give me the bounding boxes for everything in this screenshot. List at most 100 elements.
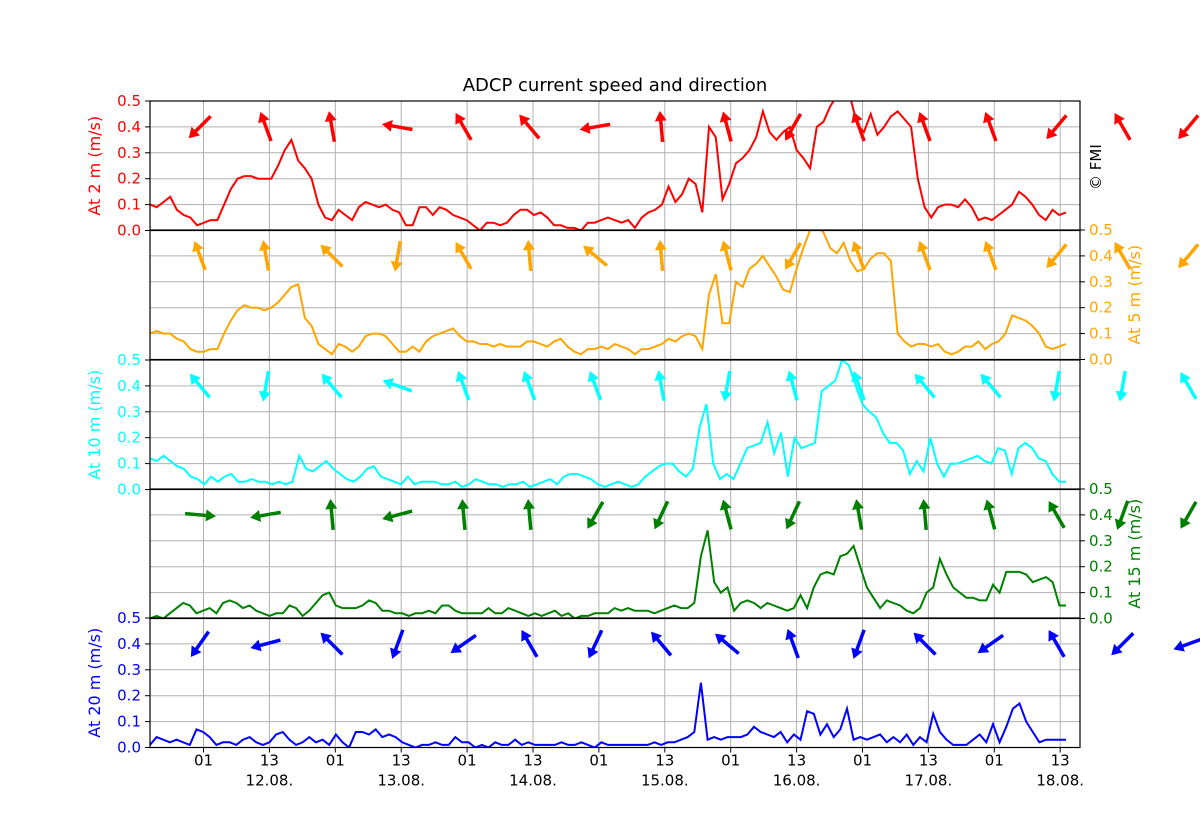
y-tick-label: 0.1 xyxy=(117,196,141,214)
direction-arrow xyxy=(1048,630,1066,658)
direction-arrow xyxy=(719,499,733,530)
direction-arrow xyxy=(720,370,733,402)
direction-arrow xyxy=(587,370,603,401)
direction-arrow xyxy=(455,242,473,270)
direction-arrow xyxy=(382,378,413,393)
direction-arrow xyxy=(785,370,799,401)
direction-arrow xyxy=(1114,113,1132,141)
x-tick-label-hour: 01 xyxy=(853,752,872,770)
direction-arrow xyxy=(784,113,803,141)
series-line-3 xyxy=(150,530,1066,619)
direction-arrow xyxy=(918,498,931,530)
x-tick-label-hour: 13 xyxy=(919,752,938,770)
direction-arrow xyxy=(390,629,405,659)
y-tick-label: 0.5 xyxy=(117,92,141,110)
series-line-0 xyxy=(150,101,1067,231)
x-tick-label-hour: 13 xyxy=(787,752,806,770)
direction-arrow xyxy=(913,632,937,656)
direction-arrow xyxy=(1114,242,1132,270)
x-tick-label-date: 16.08. xyxy=(773,772,821,790)
y-tick-label: 0.5 xyxy=(1089,480,1113,498)
direction-arrow xyxy=(714,633,740,655)
y-tick-label: 0.4 xyxy=(117,635,141,653)
y-axis-title-0: At 2 m (m/s) xyxy=(85,116,104,216)
x-tick-label-date: 15.08. xyxy=(641,772,689,790)
y-tick-label: 0.0 xyxy=(1089,610,1113,628)
direction-arrow xyxy=(851,111,866,142)
direction-arrow xyxy=(983,240,998,271)
direction-arrow xyxy=(654,239,667,271)
y-tick-label: 0.3 xyxy=(117,403,141,421)
x-tick-label-hour: 13 xyxy=(260,752,279,770)
y-tick-label: 0.5 xyxy=(1089,221,1113,239)
direction-arrow xyxy=(522,498,535,530)
direction-arrow xyxy=(1180,372,1198,400)
direction-arrow xyxy=(325,498,338,530)
direction-arrow xyxy=(587,629,604,659)
panel-frame-4 xyxy=(149,617,1081,749)
direction-arrow xyxy=(851,240,866,271)
direction-arrow xyxy=(651,631,673,657)
chart-title: ADCP current speed and direction xyxy=(463,75,768,96)
x-tick-label-hour: 13 xyxy=(392,752,411,770)
x-tick-label-date: 14.08. xyxy=(509,772,557,790)
direction-arrow xyxy=(450,633,477,654)
direction-arrow xyxy=(189,373,211,399)
direction-arrow xyxy=(1046,114,1068,140)
y-tick-label: 0.4 xyxy=(117,377,141,395)
series-line-4 xyxy=(150,682,1066,748)
x-tick-label-hour: 01 xyxy=(721,752,740,770)
y-tick-label: 0.0 xyxy=(1089,351,1113,369)
direction-arrow xyxy=(977,633,1005,654)
x-tick-label-date: 13.08. xyxy=(377,772,425,790)
direction-arrow xyxy=(455,113,473,141)
y-axis-title-2: At 10 m (m/s) xyxy=(85,370,104,480)
direction-arrow xyxy=(324,111,337,142)
y-tick-label: 0.0 xyxy=(117,222,141,240)
x-tick-label-hour: 13 xyxy=(1051,752,1070,770)
y-tick-label: 0.1 xyxy=(117,713,141,731)
direction-arrow xyxy=(1049,370,1062,402)
direction-arrow xyxy=(250,638,281,652)
panel-frame-1 xyxy=(149,229,1081,361)
direction-arrow xyxy=(184,509,216,522)
y-axis-title-1: At 5 m (m/s) xyxy=(1125,245,1144,345)
y-tick-label: 0.3 xyxy=(1089,273,1113,291)
x-tick-label-hour: 01 xyxy=(589,752,608,770)
x-tick-label-hour: 13 xyxy=(655,752,674,770)
y-tick-label: 0.0 xyxy=(117,481,141,499)
y-axis-title-4: At 20 m (m/s) xyxy=(85,628,104,738)
series-line-1 xyxy=(150,230,1067,356)
y-axis-title-3: At 15 m (m/s) xyxy=(1125,499,1144,609)
direction-arrow xyxy=(522,239,535,271)
direction-arrow xyxy=(583,245,609,267)
direction-arrow xyxy=(455,370,471,401)
x-tick-label-hour: 13 xyxy=(523,752,542,770)
direction-arrow xyxy=(390,240,403,272)
direction-arrow xyxy=(258,240,271,271)
y-tick-label: 0.3 xyxy=(117,144,141,162)
direction-arrow xyxy=(719,111,733,142)
direction-arrow xyxy=(1178,114,1200,140)
direction-arrow xyxy=(192,240,207,271)
direction-arrow xyxy=(1173,637,1200,652)
direction-arrow xyxy=(320,632,344,656)
direction-arrow xyxy=(983,111,998,142)
direction-arrow xyxy=(914,373,936,399)
direction-arrow xyxy=(852,499,864,530)
y-tick-label: 0.2 xyxy=(117,170,141,188)
direction-arrow xyxy=(1178,243,1200,269)
y-tick-label: 0.3 xyxy=(1089,532,1113,550)
direction-arrow xyxy=(719,240,733,271)
y-tick-label: 0.2 xyxy=(117,687,141,705)
fmi-watermark: © FMI xyxy=(1087,144,1105,190)
y-tick-label: 0.4 xyxy=(1089,247,1113,265)
direction-arrow xyxy=(258,111,273,142)
x-tick-label-date: 17.08. xyxy=(905,772,953,790)
direction-arrow xyxy=(1048,501,1066,529)
y-tick-label: 0.4 xyxy=(117,118,141,136)
direction-arrow xyxy=(320,244,344,268)
direction-arrow xyxy=(457,498,470,530)
y-tick-label: 0.3 xyxy=(117,661,141,679)
